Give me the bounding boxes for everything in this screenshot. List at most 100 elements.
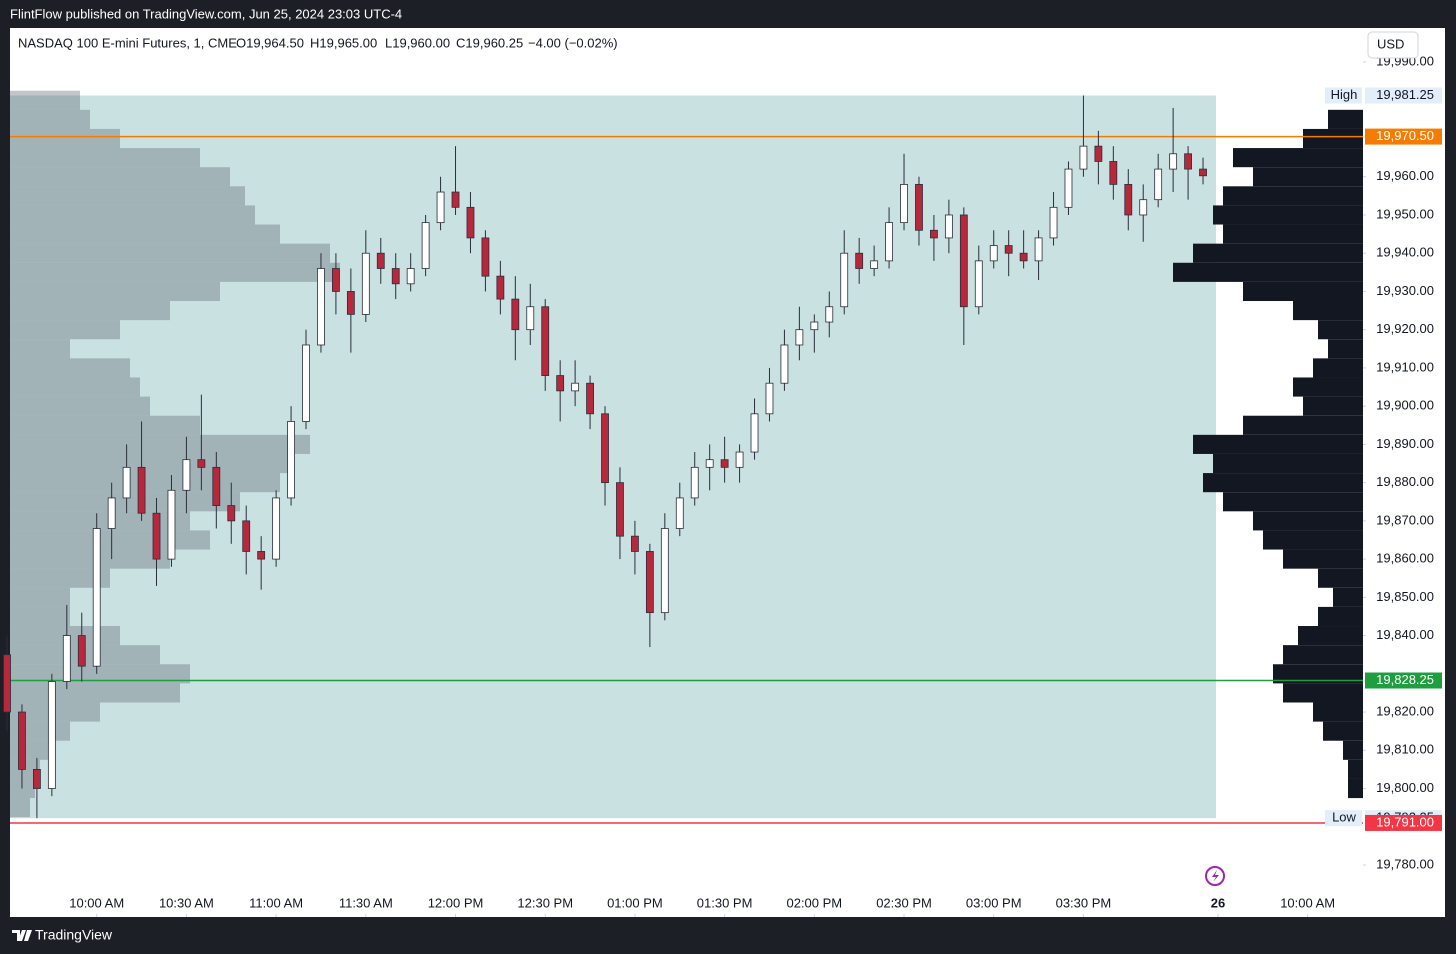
candle-body bbox=[302, 344, 310, 422]
x-tick-label: 12:00 PM bbox=[428, 895, 484, 910]
profile-right-bar bbox=[1318, 568, 1363, 588]
candle-body bbox=[1004, 245, 1013, 254]
profile-left-bar bbox=[10, 128, 120, 149]
candle-body bbox=[930, 229, 938, 239]
candle-body bbox=[197, 459, 206, 468]
candle-body bbox=[376, 252, 385, 269]
profile-left-bar bbox=[10, 683, 180, 703]
level-label: 19,981.25 bbox=[1376, 87, 1434, 102]
y-tick-label: 19,850.00 bbox=[1376, 589, 1434, 604]
profile-left-bar bbox=[10, 109, 90, 129]
profile-left-bar bbox=[10, 778, 35, 799]
profile-right-bar bbox=[1193, 243, 1363, 263]
y-tick-label: 19,780.00 bbox=[1376, 856, 1434, 871]
y-tick-label: 19,860.00 bbox=[1376, 551, 1434, 566]
x-tick-label: 01:00 PM bbox=[607, 895, 663, 910]
y-tick-label: 19,960.00 bbox=[1376, 168, 1434, 183]
candle-body bbox=[601, 413, 609, 484]
profile-left-bar bbox=[10, 358, 130, 378]
candle-body bbox=[1154, 168, 1163, 201]
profile-right-bar bbox=[1273, 664, 1363, 684]
profile-right-bar bbox=[1313, 702, 1363, 722]
candle-body bbox=[227, 505, 236, 522]
profile-right-bar bbox=[1253, 167, 1363, 187]
candle-body bbox=[287, 421, 295, 499]
profile-right-bar bbox=[1298, 626, 1363, 646]
profile-right-bar bbox=[1203, 473, 1363, 493]
y-tick-label: 19,940.00 bbox=[1376, 245, 1434, 260]
plot-area: 19,990.0019,960.0019,950.0019,940.0019,9… bbox=[3, 53, 1442, 917]
candle-body bbox=[675, 497, 684, 529]
y-tick-label: 19,950.00 bbox=[1376, 206, 1434, 221]
profile-left-bar bbox=[10, 530, 210, 550]
ohlc-low: L19,960.00 bbox=[385, 35, 450, 50]
profile-left-bar bbox=[10, 664, 190, 684]
profile-left-bar bbox=[10, 587, 70, 607]
candle-body bbox=[122, 466, 131, 499]
candle-body bbox=[152, 512, 161, 560]
currency[interactable]: USD bbox=[1377, 36, 1404, 51]
profile-right-bar bbox=[1328, 339, 1363, 359]
profile-right-bar bbox=[1283, 645, 1363, 665]
profile-left-bar bbox=[10, 606, 70, 627]
x-tick-label: 02:30 PM bbox=[876, 895, 932, 910]
profile-right-bar bbox=[1283, 683, 1363, 703]
profile-right-bar bbox=[1283, 549, 1363, 569]
profile-left-bar bbox=[10, 301, 170, 321]
profile-left-bar bbox=[10, 453, 290, 474]
candle-body bbox=[167, 489, 176, 560]
candle-body bbox=[840, 252, 849, 308]
publisher: FlintFlow published on TradingView.com, … bbox=[10, 6, 402, 21]
candle-body bbox=[33, 769, 41, 789]
candle-body bbox=[77, 635, 86, 667]
candle-body bbox=[1109, 161, 1118, 185]
x-tick-label: 10:30 AM bbox=[159, 895, 214, 910]
profile-right-bar bbox=[1293, 377, 1363, 397]
y-tick-label: 19,930.00 bbox=[1376, 283, 1434, 298]
event-icon-bolt bbox=[1212, 870, 1219, 882]
profile-right-bar bbox=[1223, 492, 1363, 512]
event-icon[interactable] bbox=[1205, 866, 1225, 886]
profile-right-bar bbox=[1323, 721, 1363, 741]
profile-right-bar bbox=[1213, 205, 1363, 225]
profile-right-bar bbox=[1223, 186, 1363, 206]
profile-left-bar bbox=[10, 186, 245, 206]
profile-left-bar bbox=[10, 415, 200, 435]
x-tick-label: 01:30 PM bbox=[697, 895, 753, 910]
profile-left-bar bbox=[10, 798, 30, 818]
candle-body bbox=[317, 268, 325, 346]
profile-left-bar bbox=[10, 224, 280, 244]
candle-body bbox=[212, 466, 221, 506]
level-name: High bbox=[1331, 87, 1358, 102]
brand-logo bbox=[12, 930, 32, 941]
profile-left-bar bbox=[10, 167, 230, 187]
candle-body bbox=[92, 528, 101, 667]
candle-body bbox=[1199, 168, 1207, 177]
profile-right-bar bbox=[1233, 148, 1363, 168]
candle-body bbox=[631, 535, 639, 552]
profile-left-bar bbox=[10, 339, 70, 359]
candle-body bbox=[974, 260, 983, 308]
currency-button[interactable] bbox=[1367, 31, 1419, 59]
candle-body bbox=[182, 459, 191, 491]
candle-body bbox=[735, 451, 744, 468]
level-label-box bbox=[1365, 672, 1442, 689]
profile-left-bar bbox=[10, 511, 190, 531]
candle-body bbox=[1139, 199, 1148, 216]
profile-right-bar bbox=[1303, 128, 1363, 149]
level-label-box bbox=[1365, 814, 1442, 831]
candle-body bbox=[1184, 153, 1192, 170]
y-tick-label: 19,910.00 bbox=[1376, 359, 1434, 374]
candle-body bbox=[541, 306, 550, 376]
profile-right-bar bbox=[1193, 434, 1363, 454]
x-tick-label: 10:00 AM bbox=[1280, 895, 1335, 910]
y-tick-label: 19,900.00 bbox=[1376, 398, 1434, 413]
candle-body bbox=[750, 413, 759, 453]
profile-left-bar bbox=[10, 205, 255, 225]
profile-left-bar bbox=[10, 320, 120, 340]
candle-body bbox=[556, 375, 565, 392]
x-tick-label: 12:30 PM bbox=[517, 895, 573, 910]
candle-body bbox=[511, 298, 520, 331]
symbol: NASDAQ 100 E-mini Futures, 1, CME bbox=[18, 35, 237, 50]
